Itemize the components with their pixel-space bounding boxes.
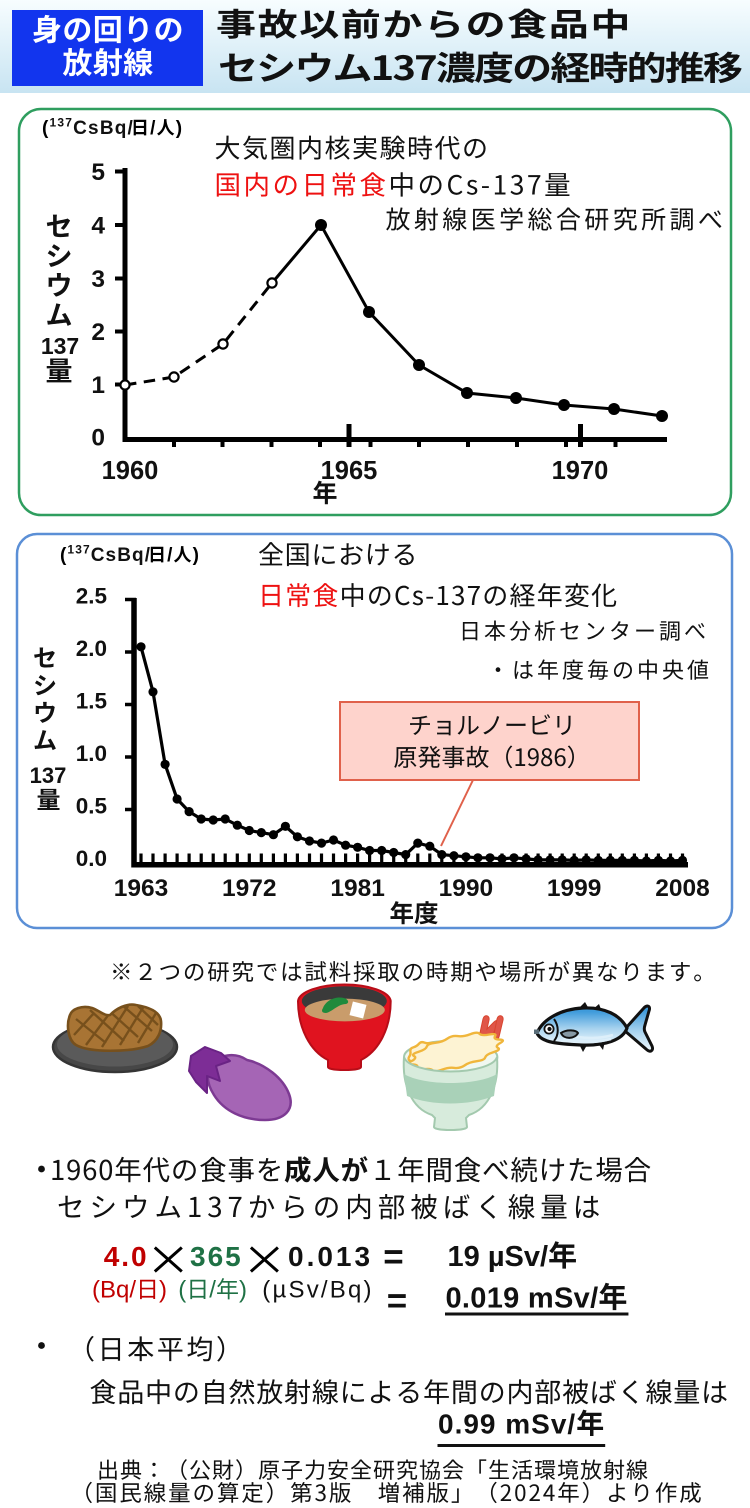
svg-text:0.0: 0.0 <box>76 846 107 871</box>
svg-text:0.5: 0.5 <box>76 793 107 818</box>
svg-text:1960: 1960 <box>102 457 159 485</box>
svg-text:3: 3 <box>91 266 105 293</box>
svg-text:1.5: 1.5 <box>76 688 107 713</box>
svg-text:2.5: 2.5 <box>76 583 107 608</box>
svg-text:/: / <box>209 1277 216 1304</box>
svg-text:19 µSv/: 19 µSv/ <box>448 1241 549 1273</box>
svg-text:2.0: 2.0 <box>76 636 107 661</box>
svg-text:1.0: 1.0 <box>76 741 107 766</box>
svg-text:CsBq/: CsBq/ <box>73 118 134 139</box>
svg-text:1970: 1970 <box>552 457 609 485</box>
svg-text:): ) <box>193 545 199 566</box>
svg-text:4: 4 <box>91 213 105 240</box>
svg-text:1963: 1963 <box>114 875 169 902</box>
svg-text:=: = <box>383 1238 403 1277</box>
svg-text:1965: 1965 <box>321 457 378 485</box>
svg-text:4.0: 4.0 <box>104 1241 149 1272</box>
svg-text:0.019 mSv/: 0.019 mSv/ <box>446 1283 599 1315</box>
svg-text:): ) <box>176 118 182 139</box>
svg-text:137: 137 <box>41 333 79 359</box>
svg-text:/: / <box>150 118 156 139</box>
svg-text:1999: 1999 <box>547 875 602 902</box>
svg-text:(: ( <box>178 1277 186 1304</box>
svg-text:0.013: 0.013 <box>288 1241 373 1272</box>
svg-text:2008: 2008 <box>655 875 710 902</box>
svg-text:(µSv/Bq): (µSv/Bq) <box>262 1277 373 1304</box>
svg-text:365: 365 <box>190 1241 243 1272</box>
svg-text:137: 137 <box>30 763 67 788</box>
svg-text:): ) <box>239 1277 247 1304</box>
svg-text:CsBq/: CsBq/ <box>91 545 151 566</box>
svg-text:(: ( <box>42 118 49 139</box>
svg-text:1972: 1972 <box>222 875 277 902</box>
svg-text:1981: 1981 <box>330 875 385 902</box>
svg-text:0.99 mSv/: 0.99 mSv/ <box>438 1409 576 1440</box>
svg-text:/: / <box>167 545 173 566</box>
svg-text:0: 0 <box>91 425 105 452</box>
svg-text:137: 137 <box>50 116 74 130</box>
svg-text:2: 2 <box>91 319 105 346</box>
svg-text:(Bq/: (Bq/ <box>92 1277 136 1304</box>
svg-text:=: = <box>387 1282 407 1321</box>
svg-text:5: 5 <box>91 159 105 186</box>
svg-text:): ) <box>159 1277 167 1304</box>
svg-text:137: 137 <box>67 543 90 557</box>
svg-text:1: 1 <box>91 372 105 399</box>
svg-text:1990: 1990 <box>439 875 494 902</box>
svg-text:(: ( <box>60 545 67 566</box>
